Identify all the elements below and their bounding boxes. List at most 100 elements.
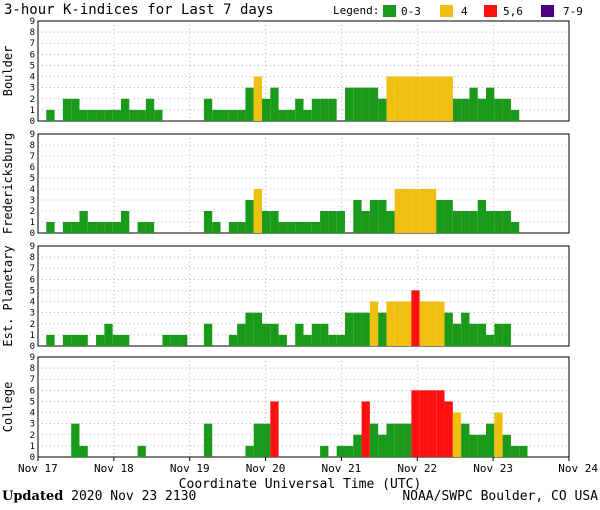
y-tick-label: 8	[30, 141, 35, 151]
bar	[46, 109, 55, 121]
bar	[361, 401, 370, 457]
legend-swatch-3	[541, 5, 554, 17]
y-tick-label: 6	[30, 386, 35, 396]
bar	[62, 98, 72, 121]
bar	[112, 334, 121, 346]
bar	[361, 312, 370, 346]
bar	[369, 301, 379, 346]
bar	[237, 109, 246, 121]
updated-value: 2020 Nov 23 2130	[71, 489, 197, 504]
bar	[394, 301, 404, 346]
bar	[403, 189, 412, 233]
credit-text: NOAA/SWPC Boulder, CO USA	[402, 489, 598, 504]
bar	[510, 445, 520, 457]
bar	[228, 334, 238, 346]
bar	[145, 98, 155, 121]
legend: Legend: 0-3 4 5,6 7-9	[333, 4, 583, 18]
bar	[328, 211, 337, 233]
y-tick-label: 2	[30, 207, 35, 217]
legend-item-label-2: 5,6	[503, 5, 523, 18]
bar	[494, 211, 503, 233]
y-tick-label: 7	[30, 39, 35, 49]
bar	[386, 211, 395, 233]
bar	[328, 98, 337, 121]
bar	[137, 109, 146, 121]
y-tick-label: 5	[30, 174, 35, 184]
y-tick-label: 7	[30, 264, 35, 274]
y-tick-label: 7	[30, 375, 35, 385]
x-tick-label: Nov 21	[322, 462, 362, 475]
bar	[104, 222, 113, 233]
bar	[461, 211, 470, 233]
bar	[79, 445, 88, 457]
bar	[444, 401, 453, 457]
bar	[403, 301, 412, 346]
bar	[336, 445, 345, 457]
y-tick-label: 7	[30, 152, 35, 162]
bar	[411, 390, 420, 457]
bar	[336, 334, 345, 346]
bar	[477, 98, 487, 121]
bar	[494, 412, 503, 457]
bar	[427, 390, 437, 457]
bar	[353, 312, 362, 346]
y-tick-label: 2	[30, 320, 35, 330]
bar	[502, 434, 511, 457]
bar	[411, 290, 420, 346]
bar	[394, 76, 404, 121]
bar	[353, 200, 362, 233]
bar	[237, 222, 246, 233]
y-tick-label: 8	[30, 364, 35, 374]
bar	[270, 87, 279, 121]
y-tick-label: 1	[30, 218, 35, 228]
bar	[519, 445, 528, 457]
bar	[262, 423, 271, 457]
x-tick-label: Nov 19	[170, 462, 210, 475]
bar	[311, 222, 321, 233]
chart-title: 3-hour K-indices for Last 7 days	[4, 2, 274, 18]
bar	[502, 98, 511, 121]
bar	[262, 211, 271, 233]
bar	[419, 390, 428, 457]
bar	[320, 211, 329, 233]
bar	[71, 98, 80, 121]
bar	[477, 200, 487, 233]
y-tick-label: 0	[30, 117, 35, 127]
bar	[286, 109, 296, 121]
bar	[253, 423, 263, 457]
bar	[378, 98, 387, 121]
bar	[386, 423, 395, 457]
bar	[228, 109, 238, 121]
bar	[502, 323, 511, 346]
bar	[154, 109, 163, 121]
bar	[461, 312, 470, 346]
bar	[461, 98, 470, 121]
bar	[452, 323, 462, 346]
bar	[295, 98, 304, 121]
updated-label: Updated	[2, 489, 64, 504]
legend-item-label-0: 0-3	[401, 5, 421, 18]
x-tick-label: Nov 23	[473, 462, 513, 475]
y-tick-label: 1	[30, 106, 35, 116]
bar	[427, 301, 437, 346]
y-tick-label: 4	[30, 185, 35, 195]
bar	[486, 423, 495, 457]
y-tick-label: 8	[30, 253, 35, 263]
bar	[510, 109, 520, 121]
bar	[320, 445, 329, 457]
bar	[486, 87, 495, 121]
bar	[436, 390, 445, 457]
bar	[486, 211, 495, 233]
bar	[386, 301, 395, 346]
legend-swatch-2	[484, 5, 497, 17]
bar	[344, 312, 354, 346]
bar	[403, 76, 412, 121]
bar	[170, 334, 180, 346]
bar	[311, 323, 321, 346]
bar	[137, 222, 146, 233]
bar	[452, 412, 462, 457]
panel-label-3: College	[1, 382, 15, 433]
